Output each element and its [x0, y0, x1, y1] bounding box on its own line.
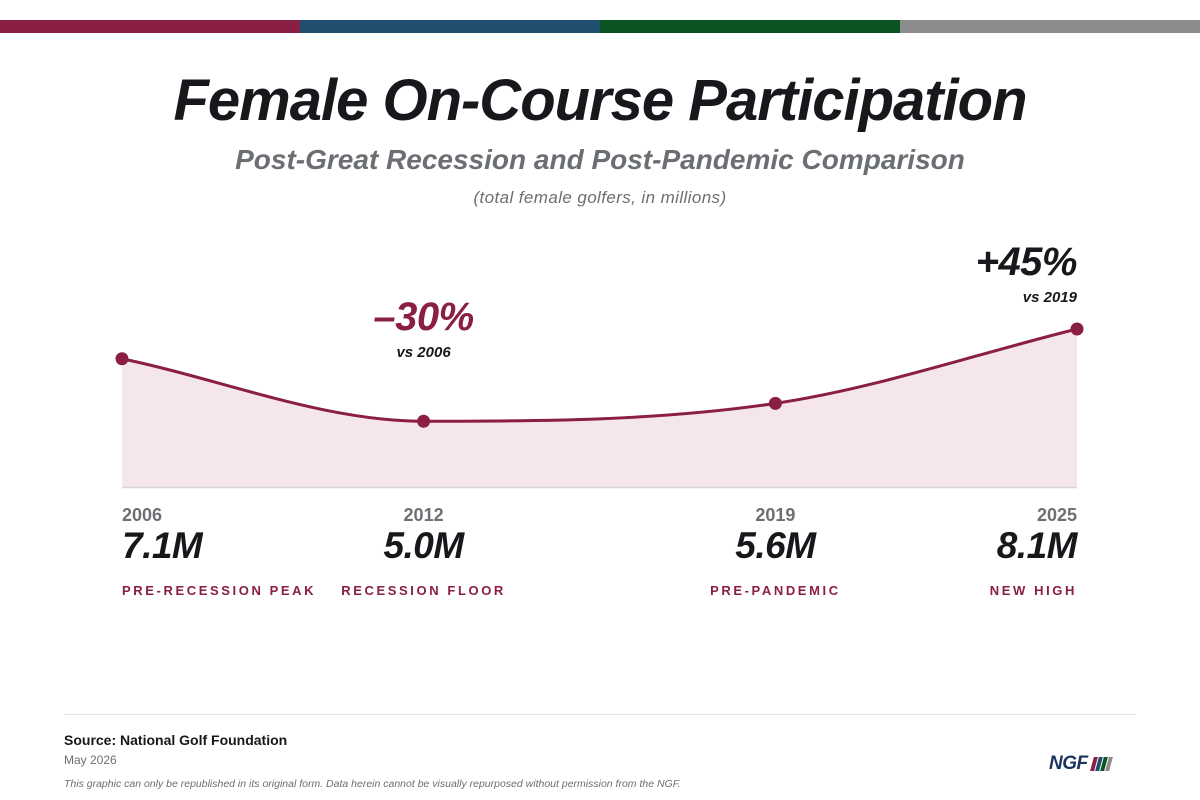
value-label: 5.0M: [383, 525, 464, 566]
disclaimer-note: This graphic can only be republished in …: [64, 778, 681, 790]
brand-bar-segment-gray: [900, 20, 1200, 33]
brand-bar-segment-maroon: [0, 20, 300, 33]
year-label: 2012: [403, 505, 444, 525]
brand-bar-segment-green: [600, 20, 900, 33]
callout-2012: –30% vs 2006: [324, 295, 524, 362]
value-label: 7.1M: [122, 525, 203, 566]
chart-title: Female On-Course Participation: [173, 68, 1027, 133]
logo-text: NGF: [1049, 753, 1088, 774]
data-point-2012: [417, 414, 431, 428]
brand-color-bar: [0, 20, 1200, 33]
year-label: 2019: [755, 505, 796, 525]
data-point-2025: [1070, 322, 1084, 336]
publish-date: May 2026: [64, 753, 117, 767]
brand-bar-segment-blue: [300, 20, 600, 33]
point-label-2019: 2019 5.6M PRE-PANDEMIC: [655, 505, 895, 599]
point-label-2012: 2012 5.0M RECESSION FLOOR: [304, 505, 544, 599]
callout-change-value: –30%: [373, 295, 474, 339]
area-fill: [122, 329, 1077, 487]
callout-comparison-label: vs 2019: [1022, 289, 1077, 306]
data-point-2006: [115, 352, 129, 366]
value-label: 5.6M: [735, 525, 816, 566]
callout-2025: +45% vs 2019: [877, 240, 1078, 307]
year-label: 2006: [122, 505, 163, 525]
source-note: Source: National Golf Foundation: [64, 732, 288, 748]
value-label: 8.1M: [996, 525, 1078, 566]
logo-stripes-icon: [1089, 757, 1113, 771]
point-tag: PRE-PANDEMIC: [710, 583, 841, 598]
data-point-2019: [768, 396, 782, 410]
point-tag: PRE-RECESSION PEAK: [122, 583, 317, 598]
point-tag: RECESSION FLOOR: [341, 583, 506, 598]
units-note: (total female golfers, in millions): [473, 188, 727, 207]
ngf-logo: NGF: [1049, 753, 1113, 774]
chart-subtitle: Post-Great Recession and Post-Pandemic C…: [235, 144, 965, 175]
footer-divider: [64, 714, 1136, 715]
year-label: 2025: [1036, 505, 1077, 525]
point-label-2006: 2006 7.1M PRE-RECESSION PEAK: [122, 505, 362, 599]
point-label-2025: 2025 8.1M NEW HIGH: [837, 505, 1078, 599]
callout-change-value: +45%: [975, 240, 1078, 284]
callout-comparison-label: vs 2006: [396, 344, 451, 361]
series-line: [120, 327, 1079, 423]
point-tag: NEW HIGH: [989, 583, 1077, 598]
